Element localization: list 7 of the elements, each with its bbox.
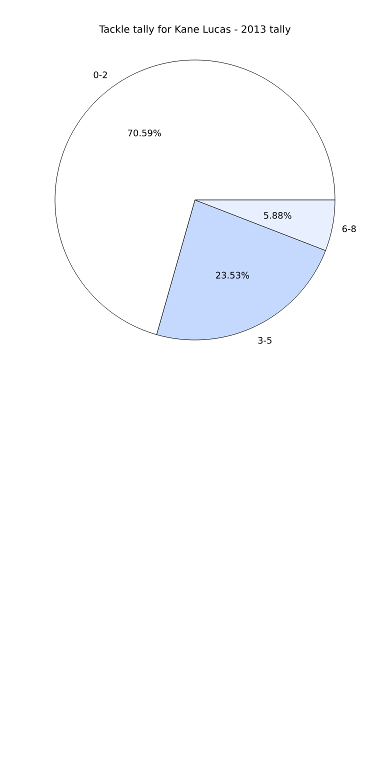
data-label: 23.53% xyxy=(216,272,250,279)
chart-title: Tackle tally for Kane Lucas - 2013 tally xyxy=(99,25,291,35)
data-label: 5.88% xyxy=(264,212,292,219)
slice-label: 0-2 xyxy=(94,71,107,78)
slice-label: 6-8 xyxy=(342,225,356,232)
slice-label: 3-5 xyxy=(258,336,272,344)
data-label: 70.59% xyxy=(128,130,161,136)
